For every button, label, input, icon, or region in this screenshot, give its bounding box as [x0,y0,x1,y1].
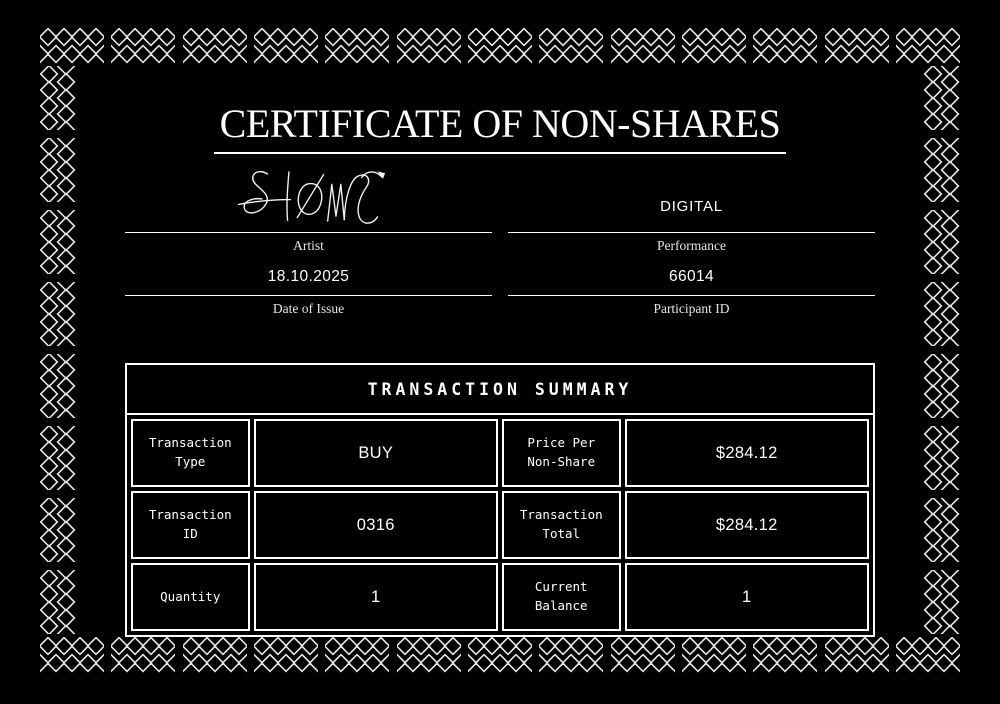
transaction-id-value: 0316 [253,491,498,559]
diamond-cluster-icon [539,28,604,64]
diamond-cluster-icon [182,28,247,64]
diamond-cluster-icon [753,28,818,64]
diamond-cluster-icon [40,637,104,673]
diamond-cluster-icon [924,282,960,346]
performance-label: Performance [657,238,726,253]
diamond-cluster-icon [111,28,176,64]
diamond-cluster-icon [40,210,76,274]
diamond-cluster-icon [924,426,960,490]
certificate-content: CERTIFICATE OF NON-SHARES [80,64,920,640]
field-divider-line [508,295,875,296]
diamond-cluster-icon [325,637,390,673]
diamond-cluster-icon [924,354,960,418]
diamond-cluster-icon [924,138,960,202]
diamond-cluster-icon [111,637,176,673]
transaction-type-label: Transaction Type [131,419,250,487]
diamond-cluster-icon [40,282,76,346]
diamond-cluster-icon [895,637,960,673]
diamond-cluster-icon [539,637,604,673]
field-divider-line [508,232,875,233]
diamond-cluster-icon [40,354,76,418]
date-of-issue-label: Date of Issue [272,301,345,316]
price-per-nonshare-label: Price Per Non-Share [501,419,621,487]
diamond-cluster-icon [40,28,104,64]
field-column-left: Artist 18.10.2025 Date of Issue [125,168,492,321]
diamond-cluster-icon [467,28,532,64]
diamond-cluster-icon [325,28,390,64]
participant-id-label: Participant ID [653,301,730,316]
transaction-total-label: Transaction Total [501,491,621,559]
diamond-cluster-icon [253,28,318,64]
diamond-cluster-icon [40,138,76,202]
field-divider-line [125,232,492,233]
diamond-cluster-icon [396,637,461,673]
performance-value: DIGITAL [660,198,723,215]
current-balance-value: 1 [624,563,869,631]
border-lattice-bottom [40,637,960,673]
diamond-cluster-icon [40,426,76,490]
table-title: TRANSACTION SUMMARY [127,365,873,415]
quantity-value: 1 [253,563,498,631]
border-lattice-left [40,66,76,634]
certificate-fields: Artist 18.10.2025 Date of Issue DIGITAL … [80,168,920,321]
field-column-right: DIGITAL Performance 66014 Participant ID [508,168,875,321]
diamond-cluster-icon [924,570,960,634]
performance-value-area: DIGITAL [508,168,875,232]
diamond-cluster-icon [681,28,746,64]
price-per-nonshare-value: $284.12 [624,419,869,487]
certificate-title: CERTIFICATE OF NON-SHARES [80,100,920,154]
diamond-cluster-icon [924,66,960,130]
diamond-cluster-icon [753,637,818,673]
artist-label: Artist [293,238,324,253]
diamond-cluster-icon [40,570,76,634]
diamond-cluster-icon [824,637,889,673]
diamond-cluster-icon [467,637,532,673]
table-row: Transaction Type BUY Price Per Non-Share… [131,419,869,487]
diamond-cluster-icon [824,28,889,64]
date-of-issue-value: 18.10.2025 [267,268,350,285]
diamond-cluster-icon [253,637,318,673]
diamond-cluster-icon [40,498,76,562]
transaction-type-value: BUY [253,419,498,487]
table-row: Quantity 1 Current Balance 1 [131,563,869,631]
diamond-cluster-icon [681,637,746,673]
artist-signature-icon [237,170,385,224]
signature-area [125,168,492,232]
border-lattice-top [40,28,960,64]
diamond-cluster-icon [895,28,960,64]
transaction-id-label: Transaction ID [131,491,250,559]
border-lattice-right [924,66,960,634]
diamond-cluster-icon [40,66,76,130]
quantity-label: Quantity [131,563,250,631]
diamond-cluster-icon [396,28,461,64]
diamond-cluster-icon [924,498,960,562]
summary-grid: Transaction Type BUY Price Per Non-Share… [127,415,873,635]
table-row: Transaction ID 0316 Transaction Total $2… [131,491,869,559]
diamond-cluster-icon [924,210,960,274]
field-divider-line [125,295,492,296]
participant-id-value: 66014 [668,268,715,285]
transaction-summary-table: TRANSACTION SUMMARY Transaction Type BUY… [125,363,875,637]
diamond-cluster-icon [610,28,675,64]
diamond-cluster-icon [182,637,247,673]
diamond-cluster-icon [610,637,675,673]
transaction-total-value: $284.12 [624,491,869,559]
current-balance-label: Current Balance [501,563,621,631]
